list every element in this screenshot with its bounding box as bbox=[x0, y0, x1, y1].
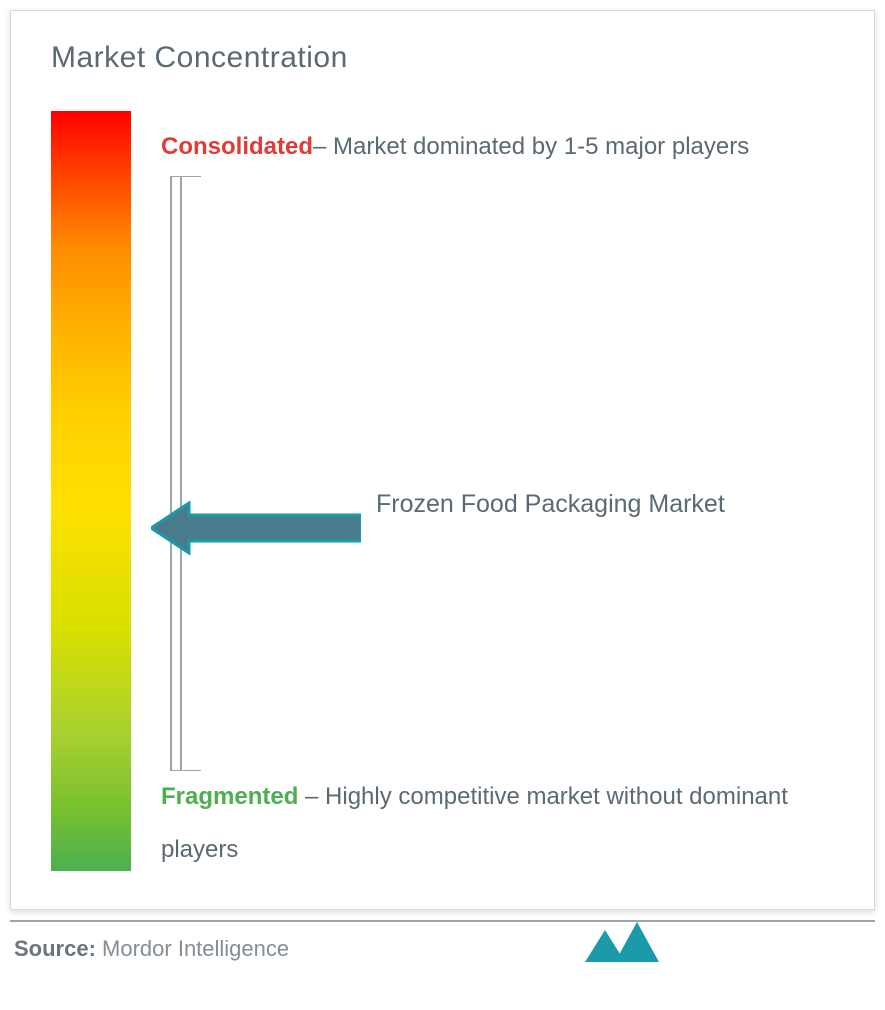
chart-title: Market Concentration bbox=[51, 41, 348, 75]
footer: Source: Mordor Intelligence bbox=[10, 920, 875, 970]
brand-logo-icon bbox=[585, 922, 665, 962]
range-bracket bbox=[161, 176, 201, 771]
infographic-card: Market Concentration Consolidated– Marke… bbox=[10, 10, 875, 910]
market-position-arrow bbox=[151, 501, 361, 555]
consolidated-label: Consolidated bbox=[161, 133, 313, 160]
source-name: Mordor Intelligence bbox=[102, 936, 289, 961]
fragmented-description: Fragmented – Highly competitive market w… bbox=[161, 771, 841, 877]
market-name-label: Frozen Food Packaging Market bbox=[376, 486, 726, 524]
consolidated-description: Consolidated– Market dominated by 1-5 ma… bbox=[161, 121, 821, 174]
fragmented-label: Fragmented bbox=[161, 783, 298, 810]
source-prefix: Source: bbox=[14, 936, 102, 961]
consolidated-text: – Market dominated by 1-5 major players bbox=[313, 133, 749, 160]
concentration-gradient-bar bbox=[51, 111, 131, 871]
source-line: Source: Mordor Intelligence bbox=[10, 936, 289, 961]
